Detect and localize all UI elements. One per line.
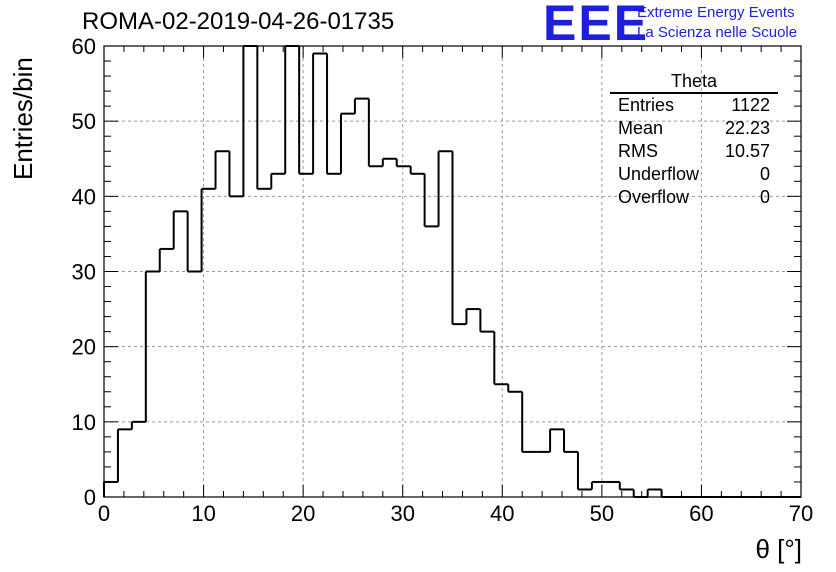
y-tick-label: 10 — [72, 410, 96, 435]
stats-label: RMS — [618, 141, 658, 161]
stats-row-underflow: Underflow 0 — [610, 163, 778, 186]
eee-logo: EEE — [543, 0, 650, 51]
x-tick-label: 20 — [291, 501, 315, 526]
y-tick-label: 40 — [72, 184, 96, 209]
chart-title: ROMA-02-2019-04-26-01735 — [82, 8, 395, 35]
stats-row-rms: RMS 10.57 — [610, 140, 778, 163]
stats-label: Underflow — [618, 164, 700, 184]
stats-value: 22.23 — [724, 118, 770, 138]
plot-frame — [103, 45, 802, 498]
stats-row-mean: Mean 22.23 — [610, 117, 778, 140]
stats-value: 0 — [759, 164, 770, 184]
y-tick-label: 30 — [72, 260, 96, 285]
stats-label: Mean — [618, 118, 664, 138]
x-tick-label: 50 — [590, 501, 614, 526]
stats-label: Entries — [618, 95, 675, 115]
logo-line-2: La Scienza nelle Scuole — [637, 24, 798, 41]
stats-box: Theta Entries 1122 Mean 22.23 RMS 10.57 Underf… — [610, 70, 778, 209]
x-tick-label: 40 — [490, 501, 514, 526]
stats-row-entries: Entries 1122 — [610, 94, 778, 117]
stats-value: 0 — [759, 187, 770, 207]
x-tick-label: 60 — [689, 501, 713, 526]
x-tick-label: 30 — [390, 501, 414, 526]
y-tick-label: 20 — [72, 335, 96, 360]
stats-value: 1122 — [731, 95, 770, 115]
x-tick-label: 10 — [191, 501, 215, 526]
stats-label: Overflow — [618, 187, 690, 207]
logo-line-1: Extreme Energy Events — [637, 4, 795, 21]
x-tick-label: 70 — [789, 501, 813, 526]
y-axis-label: Entries/bin — [8, 57, 38, 180]
y-tick-label: 0 — [84, 485, 96, 510]
stats-title: Theta — [610, 70, 778, 94]
x-axis-label: θ [°] — [755, 534, 802, 564]
y-tick-label: 50 — [72, 109, 96, 134]
stats-value: 10.57 — [724, 141, 770, 161]
stats-row-overflow: Overflow 0 — [610, 186, 778, 209]
x-tick-label: 0 — [98, 501, 110, 526]
y-tick-label: 60 — [72, 34, 96, 59]
